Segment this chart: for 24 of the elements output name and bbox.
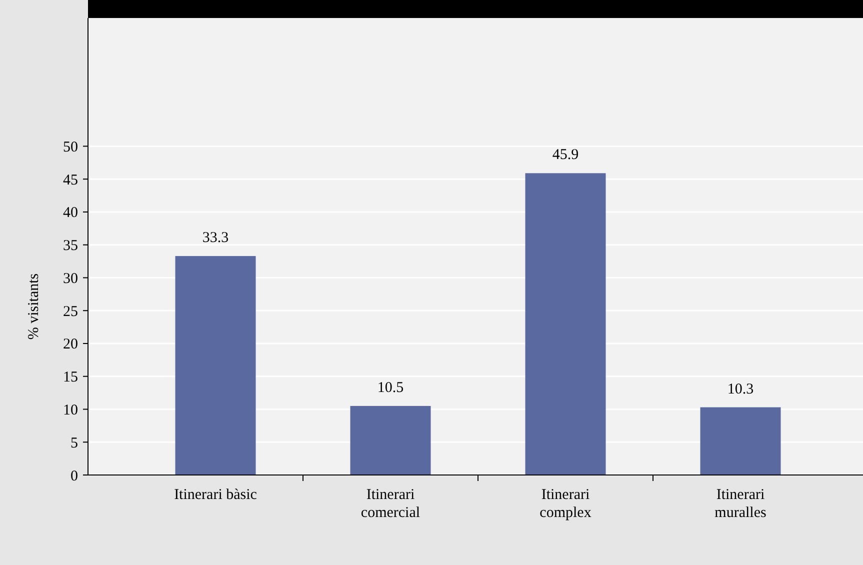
bar: [700, 407, 781, 475]
x-tick-label: Itinerari comercial: [360, 487, 420, 521]
y-axis-title: % visitants: [26, 273, 42, 340]
y-tick-label: 30: [63, 270, 78, 287]
y-tick-label: 0: [70, 468, 78, 484]
y-tick-label: 50: [63, 139, 78, 156]
data-label: 45.9: [552, 147, 579, 164]
y-tick-label: 15: [63, 370, 78, 386]
data-label: 10.5: [377, 380, 404, 396]
y-tick-label: 45: [63, 172, 78, 188]
data-label: 33.3: [202, 230, 229, 246]
y-tick-label: 35: [63, 238, 78, 254]
y-tick-label: 10: [63, 402, 78, 418]
y-tick-label: 25: [63, 304, 78, 320]
x-tick-label: Itinerari muralles: [714, 487, 766, 521]
bar: [525, 173, 606, 475]
y-tick-label: 20: [63, 336, 78, 353]
data-label: 10.3: [727, 381, 754, 398]
x-tick-label: Itinerari bàsic: [174, 487, 258, 503]
bar: [175, 256, 256, 475]
y-tick-label: 40: [63, 205, 78, 222]
bar: [350, 406, 431, 475]
x-tick-label: Itinerari complex: [540, 487, 592, 521]
y-tick-label: 5: [70, 435, 78, 452]
